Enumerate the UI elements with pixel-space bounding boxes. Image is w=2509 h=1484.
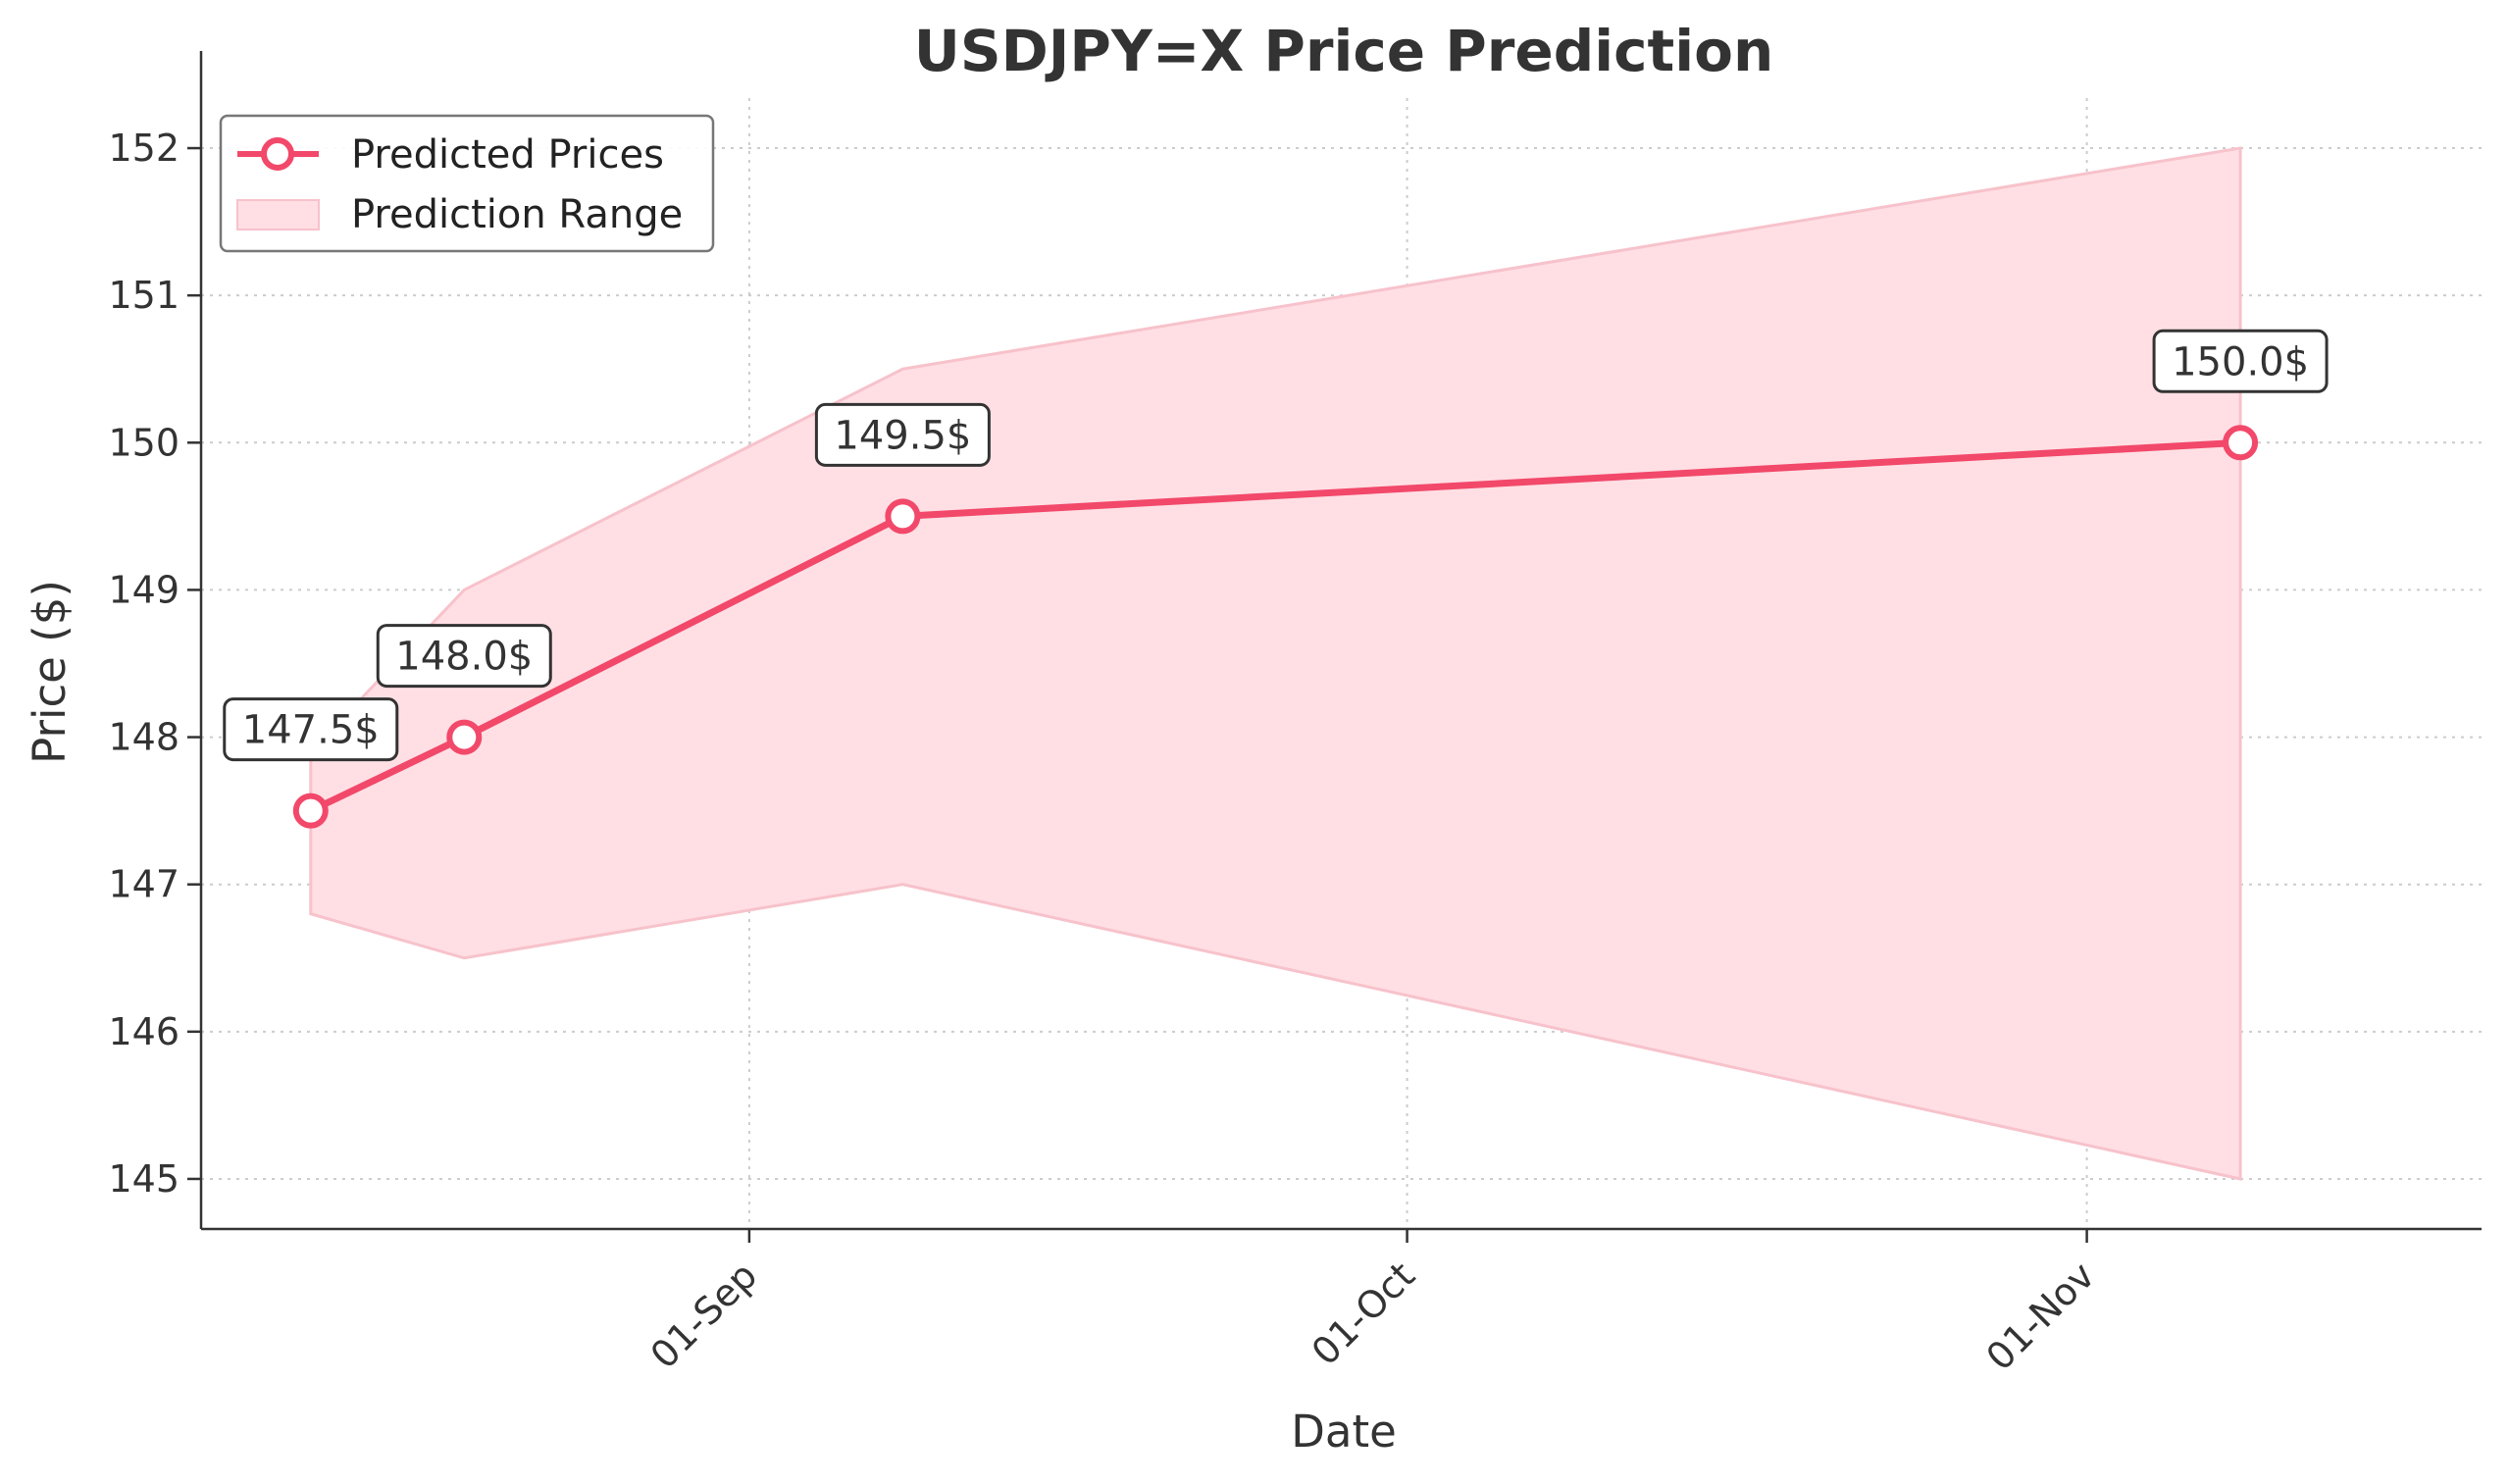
data-label: 149.5$ [834,413,971,458]
x-tick-label: 01-Oct [1304,1254,1423,1373]
x-tick-label: 01-Sep [642,1254,766,1377]
y-axis-label: Price ($) [24,580,76,764]
legend-frame [219,114,715,253]
x-tick-label: 01-Nov [1978,1254,2103,1378]
data-point [292,793,329,829]
legend-label-prediction-range: Prediction Range [351,192,683,237]
data-label: 148.0$ [395,635,533,680]
data-label: 147.5$ [242,708,380,753]
predicted-prices-line [309,438,2241,814]
prediction-range-band-layer [309,146,2242,1181]
y-tick-label: 151 [108,274,179,317]
data-label-box [2152,329,2329,393]
y-tick-label: 152 [108,127,179,170]
prediction-range-band [309,146,2242,1181]
legend: Predicted Prices Prediction Range [219,114,715,253]
data-point [446,719,483,755]
y-tick-label: 149 [108,568,179,611]
data-point [2223,425,2259,461]
y-tick-label: 148 [108,716,179,759]
legend-label-predicted-prices: Predicted Prices [351,132,664,178]
predicted-prices-line-layer: 147.5$ 148.0$ 149.5$ 150.0$ [223,329,2329,829]
chart-title: USDJPY=X Price Prediction [914,18,1774,84]
legend-band-swatch [236,199,320,230]
y-tick-label: 146 [108,1010,179,1053]
y-tick-label: 150 [108,421,179,464]
data-label-box [814,402,991,467]
data-point [885,498,921,535]
y-tick-label: 147 [108,863,179,906]
data-label-box [223,697,399,762]
y-tick-label: 145 [108,1157,179,1201]
legend-marker-swatch [261,137,294,171]
x-axis-label: Date [1291,1406,1397,1458]
data-label: 150.0$ [2172,339,2309,384]
data-label-box [376,624,552,689]
